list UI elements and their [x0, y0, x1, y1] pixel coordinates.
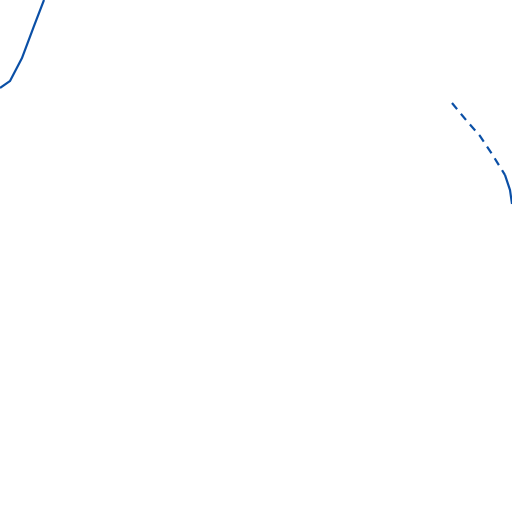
disputed-boundary — [451, 102, 506, 176]
boundary-line — [503, 174, 512, 205]
boundary-line — [0, 0, 46, 89]
